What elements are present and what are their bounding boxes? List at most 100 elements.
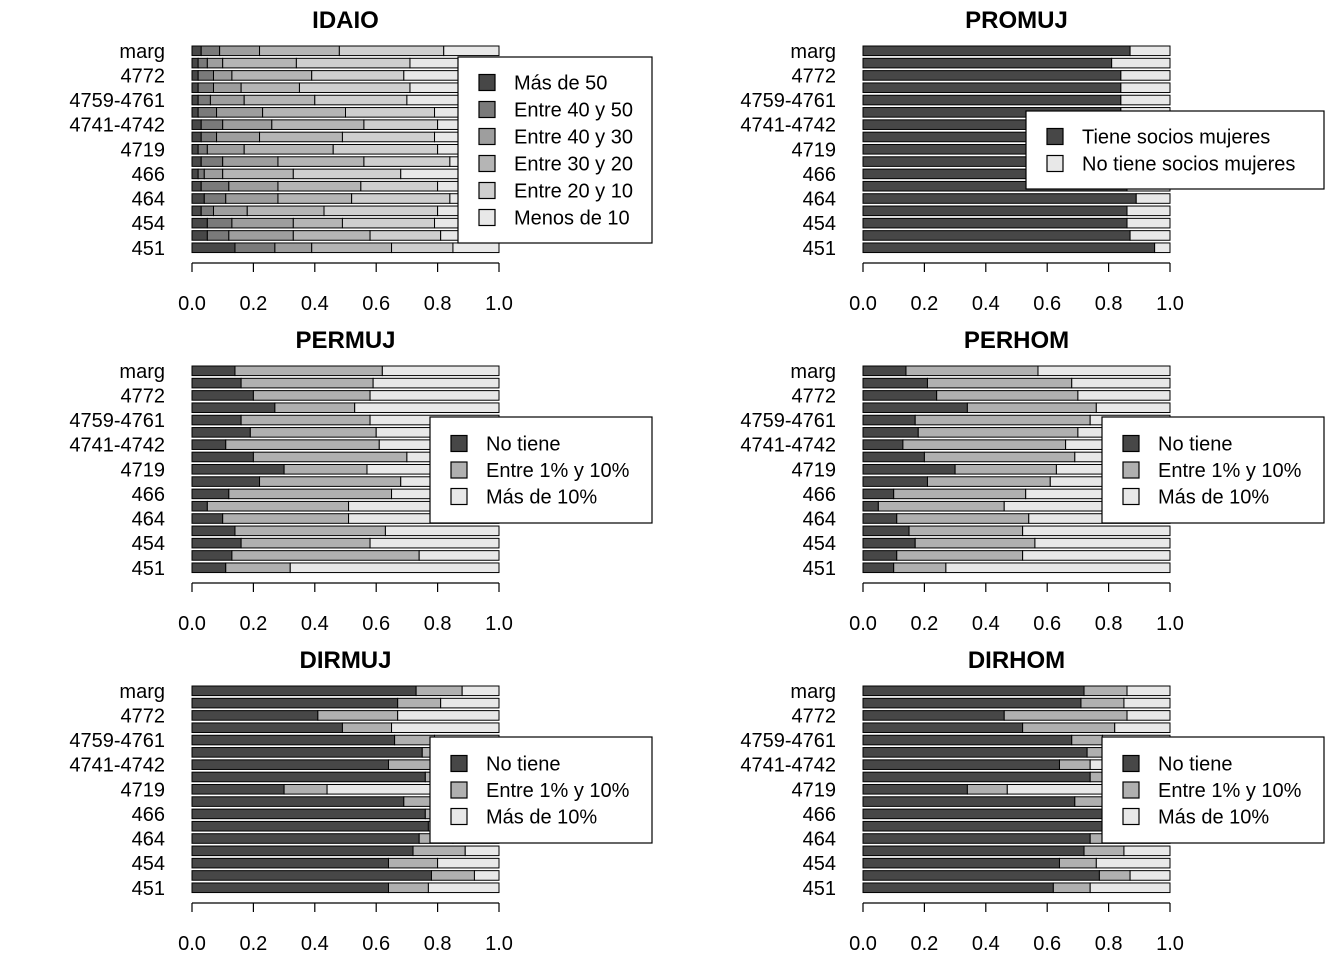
category-label: marg: [119, 361, 165, 383]
category-label: 4719: [121, 139, 166, 161]
bar-segment-entre-1-y-10: [412, 845, 466, 857]
x-tick-label: 0.6: [362, 293, 390, 315]
category-label: 4741-4742: [740, 435, 836, 457]
x-tick-label: 0.4: [972, 933, 1000, 955]
bar-segment-entre-40-y-50: [197, 70, 214, 81]
bar-segment-mas-de-10: [461, 685, 500, 697]
bar-segment-no-tiene: [191, 365, 236, 377]
legend-label: Entre 1% y 10%: [1158, 780, 1302, 802]
bar-segment-no-tiene-socios-mujeres: [1126, 217, 1171, 229]
bar-segment-entre-1-y-10: [397, 697, 442, 709]
bar-segment-mas-de-50: [191, 242, 236, 254]
bar-segment-no-tiene-socios-mujeres: [1120, 82, 1171, 94]
bar-segment-entre-1-y-10: [317, 710, 399, 721]
bar-segment-entre-40-y-50: [200, 119, 224, 130]
bar-segment-entre-30-y-20: [311, 242, 393, 254]
category-label: 454: [803, 213, 836, 235]
bar-segment-no-tiene: [862, 500, 879, 512]
bar-segment-no-tiene: [191, 870, 432, 881]
bar-segment-mas-de-10: [1129, 870, 1171, 881]
panel-title: PERHOM: [964, 327, 1069, 354]
bar-segment-no-tiene-socios-mujeres: [1120, 94, 1171, 106]
category-label: 4719: [121, 779, 166, 801]
category-label: marg: [119, 41, 165, 63]
legend-swatch: [478, 100, 496, 119]
bar-segment-no-tiene: [862, 820, 1103, 832]
bar-segment-no-tiene: [862, 747, 1088, 758]
bar-segment-no-tiene: [862, 882, 1054, 894]
bar-segment-no-tiene: [862, 870, 1100, 881]
bar-segment-entre-1-y-10: [259, 476, 402, 487]
bar-segment-no-tiene: [191, 427, 251, 438]
bar-segment-mas-de-10: [1126, 685, 1171, 697]
bar-segment-entre-1-y-10: [240, 377, 374, 389]
category-label: 4741-4742: [69, 115, 165, 137]
bar-segment-no-tiene-socios-mujeres: [1126, 205, 1171, 217]
bar-segment-mas-de-50: [191, 94, 199, 106]
bar-segment-mas-de-10: [1089, 882, 1171, 894]
bar-segment-entre-1-y-10: [1074, 796, 1107, 807]
panel-title: IDAIO: [312, 7, 379, 34]
category-label: 4741-4742: [69, 435, 165, 457]
bar-segment-mas-de-50: [191, 217, 208, 229]
bar-segment-entre-1-y-10: [231, 550, 420, 561]
bar-segment-menos-de-10: [443, 45, 500, 57]
bar-segment-entre-1-y-10: [914, 537, 1036, 549]
category-label: 4719: [121, 459, 166, 481]
bar-segment-mas-de-10: [381, 365, 500, 377]
bar-segment-entre-30-y-20: [292, 230, 371, 241]
bar-segment-entre-1-y-10: [1083, 685, 1128, 697]
bar-segment-entre-40-y-30: [212, 70, 233, 81]
bar-segment-entre-1-y-10: [954, 463, 1057, 475]
bar-segment-entre-40-y-30: [212, 82, 242, 94]
bar-segment-tiene-socios-mujeres: [862, 193, 1137, 204]
bar-segment-mas-de-10: [1022, 550, 1171, 561]
bar-segment-mas-de-50: [191, 168, 199, 180]
category-label: 4772: [792, 65, 837, 87]
x-tick-label: 0.6: [362, 613, 390, 635]
bar-segment-mas-de-10: [1114, 722, 1171, 734]
bar-segment-entre-1-y-10: [225, 439, 380, 450]
bar-segment-entre-1-y-10: [896, 550, 1024, 561]
bar-segment-no-tiene: [191, 734, 396, 746]
legend-label: Menos de 10: [514, 208, 630, 230]
bar-segment-no-tiene: [862, 783, 968, 795]
bar-segment-entre-1-y-10: [387, 882, 429, 894]
bar-segment-entre-1-y-10: [1098, 870, 1131, 881]
bar-segment-mas-de-50: [191, 230, 208, 241]
x-tick-label: 0.8: [424, 933, 452, 955]
bar-segment-entre-30-y-20: [246, 205, 325, 217]
bar-segment-entre-40-y-50: [197, 94, 211, 106]
legend-label: Entre 1% y 10%: [1158, 460, 1302, 482]
bar-segment-mas-de-10: [354, 402, 500, 414]
bar-segment-entre-40-y-30: [216, 107, 264, 118]
legend-label: Entre 30 y 20: [514, 154, 633, 176]
bar-segment-entre-20-y-10: [295, 57, 411, 69]
bar-segment-tiene-socios-mujeres: [862, 45, 1131, 57]
bar-segment-entre-1-y-10: [222, 513, 350, 524]
legend-label: No tiene: [1158, 754, 1233, 776]
panel-title: DIRMUJ: [299, 647, 391, 674]
legend-swatch: [478, 73, 496, 92]
bar-segment-entre-1-y-10: [234, 525, 386, 537]
bar-segment-mas-de-50: [191, 70, 199, 81]
bar-segment-entre-40-y-30: [274, 242, 313, 254]
bar-segment-no-tiene: [862, 562, 895, 574]
legend-swatch: [1122, 434, 1140, 453]
category-label: 454: [132, 533, 165, 555]
category-label: 466: [132, 804, 165, 826]
x-tick-label: 0.4: [301, 933, 329, 955]
bar-segment-entre-1-y-10: [249, 427, 377, 438]
legend-swatch: [450, 781, 468, 799]
bar-segment-mas-de-10: [1077, 390, 1171, 401]
bar-segment-mas-de-50: [191, 45, 202, 57]
legend-swatch: [450, 461, 468, 479]
bar-segment-no-tiene: [191, 390, 254, 401]
bar-segment-entre-1-y-10: [225, 562, 291, 574]
bar-segment-entre-1-y-10: [283, 783, 328, 795]
bar-segment-no-tiene: [191, 414, 242, 426]
category-label: 4741-4742: [69, 755, 165, 777]
bar-segment-entre-1-y-10: [234, 365, 383, 377]
bar-segment-entre-40-y-30: [222, 119, 273, 130]
x-tick-label: 1.0: [1156, 933, 1184, 955]
